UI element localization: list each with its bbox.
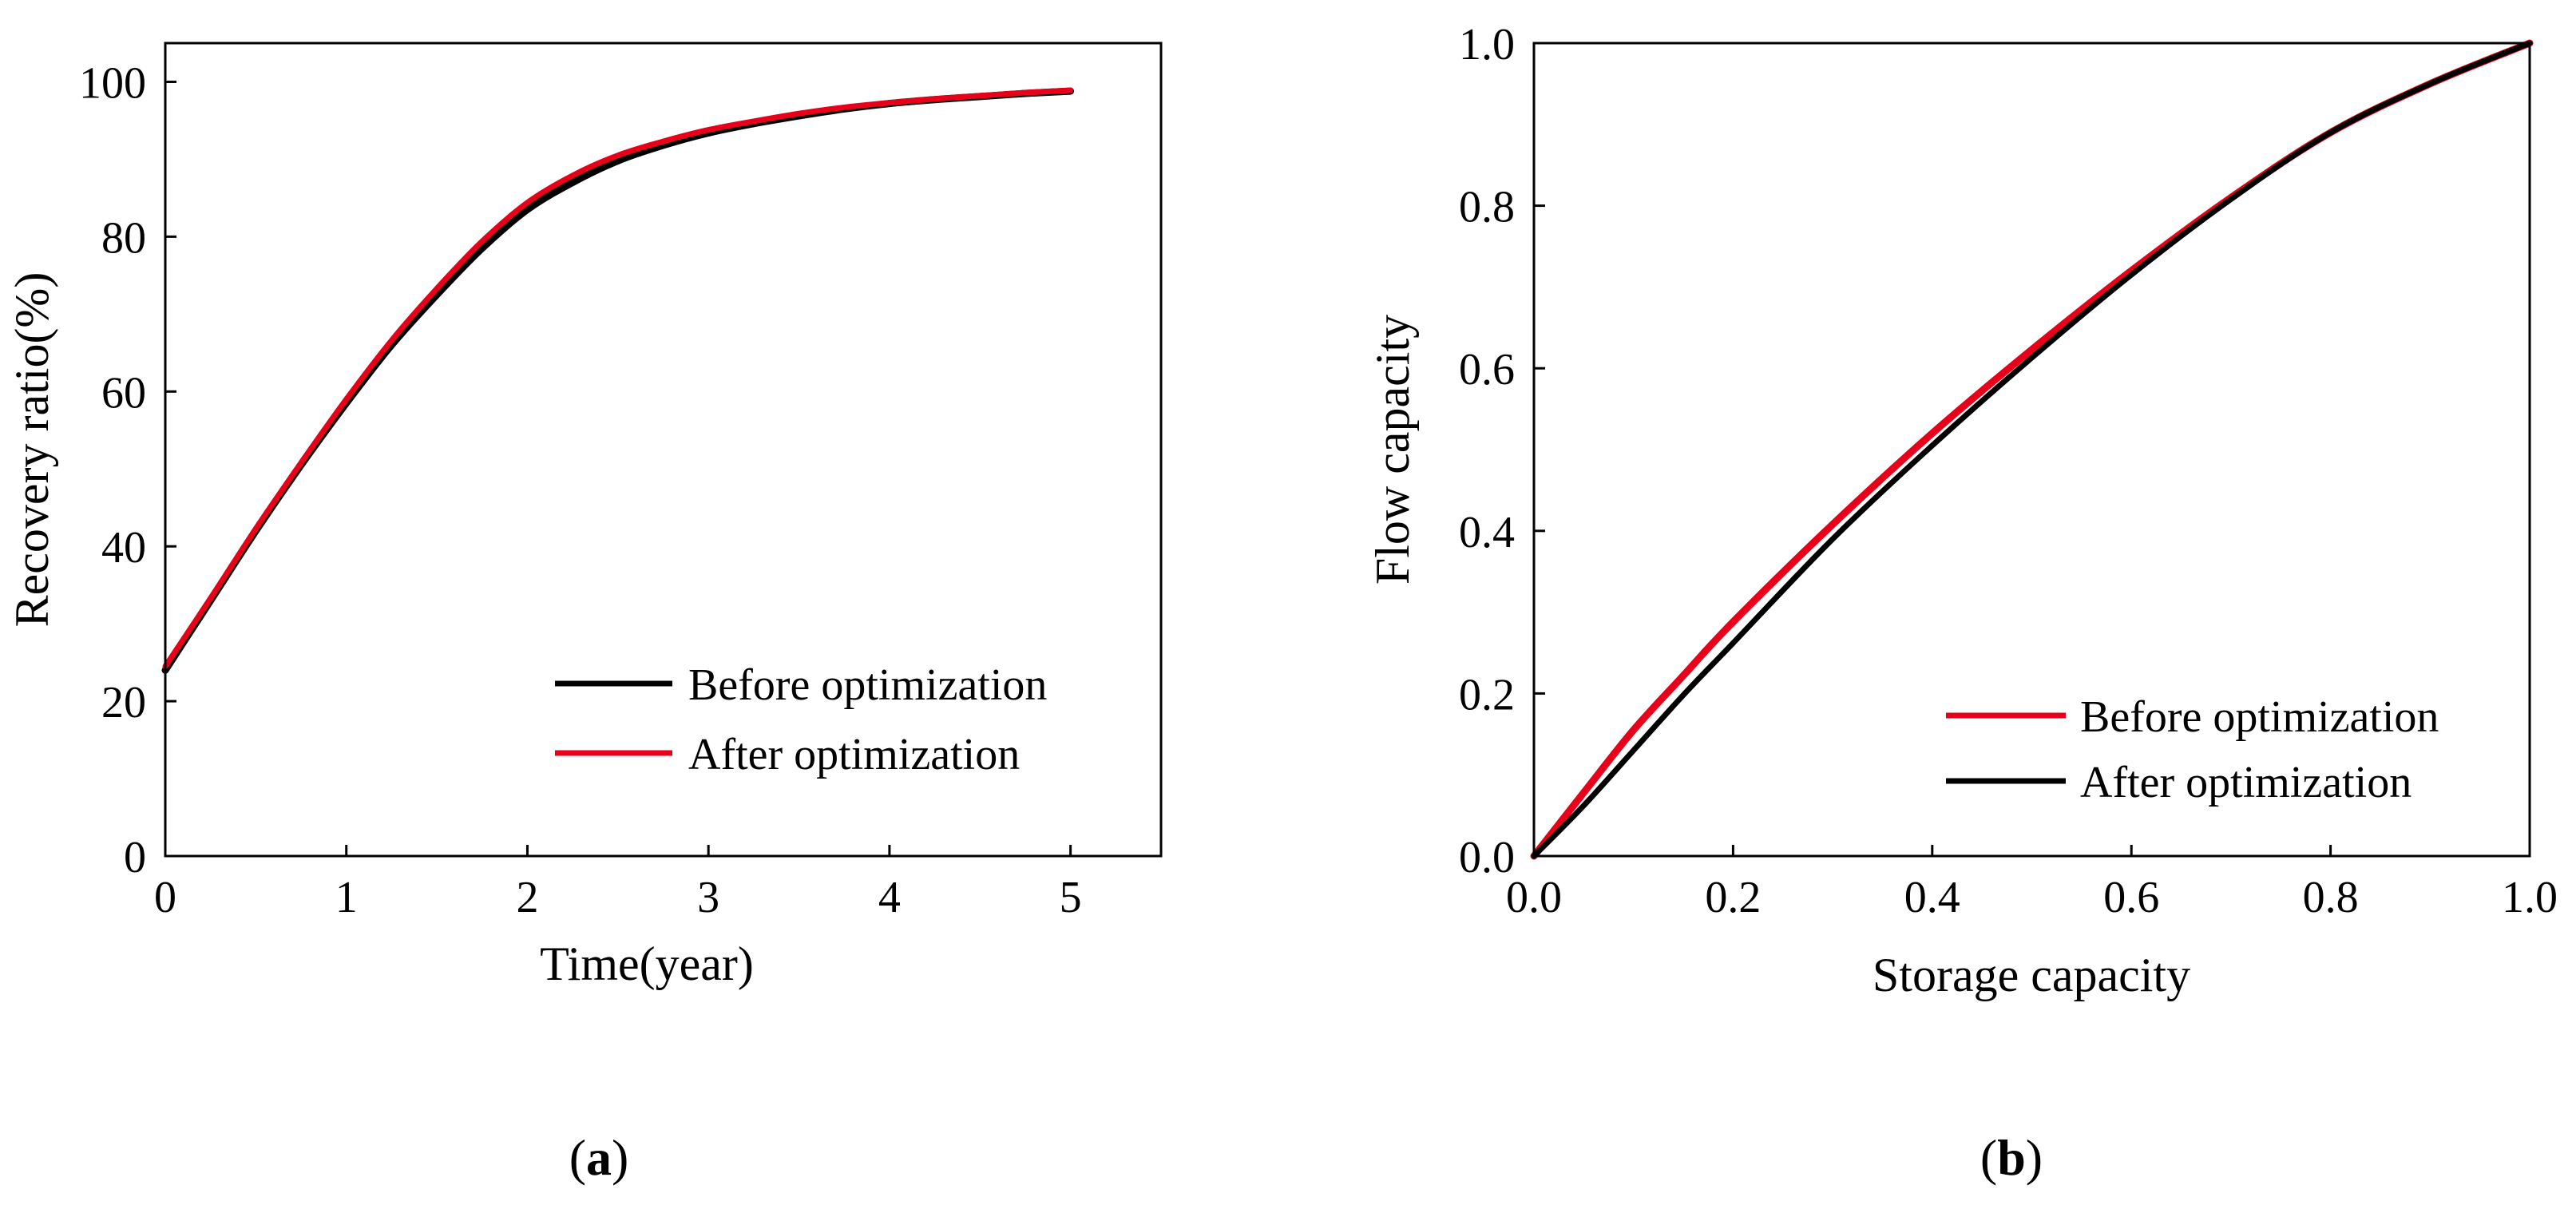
x-axis-title: Storage capacity — [1873, 949, 2190, 1001]
y-tick-label: 20 — [101, 678, 146, 727]
x-tick-label: 1.0 — [2502, 873, 2558, 922]
legend: Before optimization After optimization — [1946, 692, 2439, 807]
series-line-before-optimization — [161, 87, 1075, 674]
plot-frame — [164, 42, 1163, 858]
legend-label-before: Before optimization — [2080, 692, 2439, 742]
y-tick-label: 40 — [101, 523, 146, 573]
y-axis-title: Flow capacity — [1366, 315, 1419, 585]
series-lines — [1530, 39, 2534, 860]
legend: Before optimization After optimization — [555, 660, 1047, 779]
x-tick-label: 0.4 — [1904, 873, 1960, 922]
series-line-after-optimization — [162, 87, 1074, 669]
chart-panel-a: 0 1 2 3 4 5 0 20 40 60 80 100 Time(year) Recovery … — [6, 42, 1163, 1186]
y-axis-ticks: 0.0 0.2 0.4 0.6 0.8 1.0 — [1459, 20, 1545, 882]
x-tick-label: 0.8 — [2303, 873, 2359, 922]
y-tick-label: 0 — [124, 833, 146, 882]
x-tick-label: 0.2 — [1705, 873, 1761, 922]
y-tick-label: 1.0 — [1459, 20, 1515, 69]
panel-label-b: (b) — [1980, 1129, 2043, 1186]
y-tick-label: 60 — [101, 368, 146, 418]
y-tick-label: 80 — [101, 213, 146, 263]
y-tick-label: 0.8 — [1459, 183, 1515, 232]
legend-label-after: After optimization — [688, 730, 1020, 779]
x-tick-label: 3 — [697, 873, 719, 922]
x-tick-label: 0.6 — [2103, 873, 2159, 922]
y-tick-label: 0.2 — [1459, 670, 1515, 719]
legend-label-before: Before optimization — [688, 660, 1047, 710]
x-tick-label: 0.0 — [1506, 873, 1562, 922]
x-tick-label: 4 — [878, 873, 901, 922]
y-axis-title: Recovery ratio(%) — [6, 272, 58, 628]
x-tick-label: 2 — [516, 873, 538, 922]
x-tick-label: 5 — [1060, 873, 1082, 922]
series-line-after-optimization — [1531, 40, 2533, 859]
x-axis-title: Time(year) — [540, 937, 754, 990]
x-axis-ticks: 0.0 0.2 0.4 0.6 0.8 1.0 — [1506, 845, 2558, 922]
x-tick-label: 1 — [335, 873, 358, 922]
chart-panel-b: 0.0 0.2 0.4 0.6 0.8 1.0 0.0 0.2 0.4 0.6 0.8 1.0 St… — [1366, 20, 2558, 1186]
x-axis-ticks: 0 1 2 3 4 5 — [154, 845, 1082, 922]
y-tick-label: 0.0 — [1459, 833, 1515, 882]
y-tick-label: 0.6 — [1459, 345, 1515, 394]
x-tick-label: 0 — [154, 873, 176, 922]
y-axis-ticks: 0 20 40 60 80 100 — [79, 58, 176, 882]
y-tick-label: 0.4 — [1459, 508, 1515, 557]
series-lines — [161, 87, 1075, 674]
legend-label-after: After optimization — [2080, 758, 2412, 807]
plot-frame — [1532, 42, 2531, 858]
y-tick-label: 100 — [79, 58, 146, 108]
panel-label-a: (a) — [569, 1129, 629, 1186]
